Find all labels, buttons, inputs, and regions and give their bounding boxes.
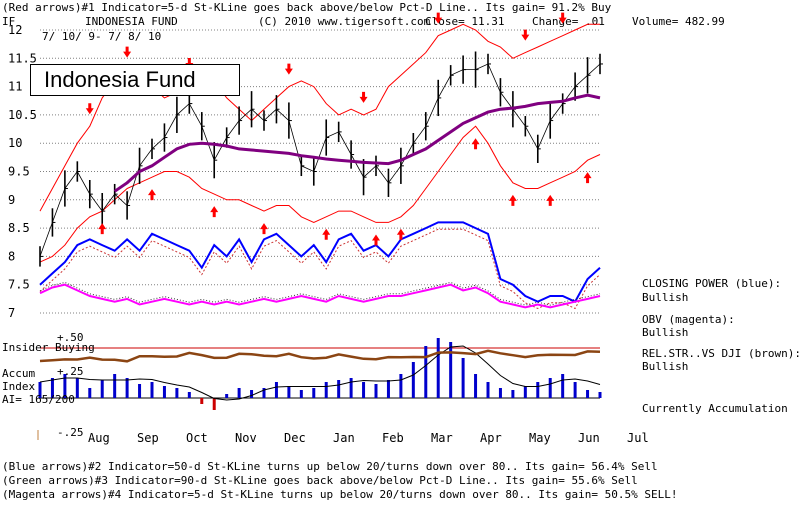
x-tick-label: Oct bbox=[186, 431, 208, 445]
red-up-arrow bbox=[396, 228, 405, 240]
y-tick-label: 12 bbox=[8, 23, 22, 37]
y-tick-label: 7.5 bbox=[8, 278, 30, 292]
footer-line1: (Blue arrows)#2 Indicator=50-d St-KLine … bbox=[2, 460, 658, 473]
y-tick-label: 11 bbox=[8, 80, 22, 94]
footer-line3: (Magenta arrows)#4 Indicator=5-d St-KLin… bbox=[2, 488, 678, 501]
red-up-arrow bbox=[148, 189, 156, 201]
red-up-arrow bbox=[210, 206, 219, 218]
x-tick-label: Aug bbox=[88, 431, 110, 445]
obv-label: OBV (magenta): bbox=[642, 313, 735, 326]
x-tick-label: May bbox=[529, 431, 551, 445]
obv-line bbox=[39, 283, 601, 309]
price-line bbox=[39, 63, 601, 257]
minus-25-label: -.25 bbox=[57, 426, 84, 439]
plus-50-label: +.50 bbox=[57, 331, 84, 344]
date-range: 7/ 10/ 9- 7/ 8/ 10 bbox=[42, 30, 162, 43]
red-down-arrow bbox=[359, 91, 368, 103]
x-tick-label: Mar bbox=[431, 431, 453, 445]
relstr-line bbox=[39, 349, 601, 363]
copyright: (C) 2010 www.tigersoft.com bbox=[258, 15, 431, 28]
y-tick-label: 9.5 bbox=[8, 165, 30, 179]
x-tick-label: Apr bbox=[480, 431, 502, 445]
footer-line2: (Green arrows)#3 Indicator=90-d St-KLine… bbox=[2, 474, 638, 487]
x-tick-label: Feb bbox=[382, 431, 404, 445]
closing-power-label: CLOSING POWER (blue): bbox=[642, 277, 782, 290]
obv-value: Bullish bbox=[642, 326, 689, 339]
red-down-arrow bbox=[434, 12, 443, 24]
index-label: Index bbox=[2, 380, 36, 393]
close-value: Close= 11.31 bbox=[425, 15, 505, 28]
accum-ma-line bbox=[39, 345, 601, 401]
relstr-label: REL.STR..VS DJI (brown): bbox=[642, 347, 800, 360]
red-down-arrow bbox=[521, 29, 530, 41]
symbol: IF bbox=[2, 15, 16, 28]
ai-value: AI= 165/200 bbox=[2, 393, 75, 406]
x-tick-label: Sep bbox=[137, 431, 159, 445]
red-down-arrow bbox=[185, 57, 194, 69]
moving-average-line bbox=[113, 93, 601, 193]
x-tick-label: Jan bbox=[333, 431, 355, 445]
plus-25-label: +.25 bbox=[57, 365, 84, 378]
x-tick-label: Jul bbox=[627, 431, 649, 445]
y-tick-label: 11.5 bbox=[8, 51, 37, 65]
volume-value: Volume= 482.99 bbox=[632, 15, 725, 28]
red-up-arrow bbox=[98, 223, 107, 235]
header-line1: (Red arrows)#1 Indicator=5-d St-KLine go… bbox=[2, 1, 612, 14]
x-tick-label: Jun bbox=[578, 431, 600, 445]
relstr-value: Bullish bbox=[642, 360, 689, 373]
obv-ma-line bbox=[39, 281, 601, 306]
red-down-arrow bbox=[85, 103, 94, 115]
x-tick-label: Nov bbox=[235, 431, 257, 445]
closing-power-value: Bullish bbox=[642, 291, 689, 304]
red-up-arrow bbox=[471, 138, 480, 150]
closing-power-line bbox=[39, 221, 601, 303]
chart-title: Indonesia Fund bbox=[44, 67, 196, 92]
fund-name: INDONESIA FUND bbox=[85, 15, 178, 28]
accumulation-status: Currently Accumulation bbox=[642, 402, 788, 415]
red-down-arrow bbox=[123, 46, 132, 58]
y-tick-label: 8.5 bbox=[8, 221, 30, 235]
y-tick-label: 10 bbox=[8, 136, 22, 150]
y-tick-label: 10.5 bbox=[8, 108, 37, 122]
red-up-arrow bbox=[508, 194, 517, 206]
insider-buying-label: Insider Buying bbox=[2, 341, 95, 354]
red-up-arrow bbox=[583, 172, 592, 184]
accum-label: Accum bbox=[2, 367, 36, 380]
red-up-arrow bbox=[260, 223, 268, 235]
red-down-arrow bbox=[284, 63, 293, 75]
red-down-arrow bbox=[558, 12, 567, 24]
closing-power-ma-line bbox=[39, 228, 601, 310]
chart-title-box bbox=[30, 64, 240, 96]
red-up-arrow bbox=[322, 228, 331, 240]
x-tick-label: Dec bbox=[284, 431, 306, 445]
y-tick-label: 8 bbox=[8, 249, 15, 263]
y-tick-label: 9 bbox=[8, 193, 15, 207]
red-up-arrow bbox=[372, 234, 380, 246]
red-up-arrow bbox=[546, 194, 555, 206]
y-tick-label: 7 bbox=[8, 306, 15, 320]
